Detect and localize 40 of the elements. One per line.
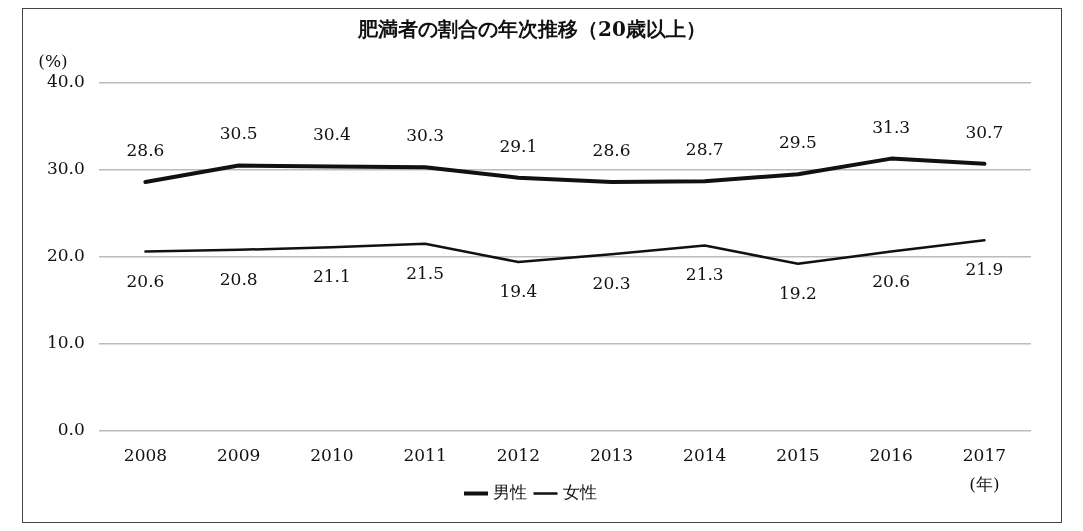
data-label: 28.6 — [592, 139, 631, 160]
data-label: 21.9 — [965, 259, 1004, 280]
data-label: 20.3 — [592, 273, 631, 294]
legend-label: 女性 — [562, 481, 597, 502]
y-tick-label: 40.0 — [46, 71, 85, 92]
x-tick-label: 2012 — [496, 445, 540, 466]
data-label: 19.4 — [499, 280, 538, 301]
data-label: 29.5 — [779, 132, 817, 153]
x-tick-label: 2014 — [683, 445, 727, 466]
data-label: 28.6 — [126, 139, 165, 160]
data-label: 20.8 — [219, 268, 258, 289]
data-label: 21.3 — [685, 264, 724, 285]
x-tick-label: 2009 — [217, 445, 261, 466]
x-tick-label: 2011 — [403, 445, 447, 466]
x-tick-label: 2017 — [962, 445, 1007, 466]
x-tick-label: 2010 — [310, 445, 354, 466]
x-axis-title: (年) — [969, 473, 1000, 494]
x-tick-label: 2008 — [123, 445, 168, 466]
data-label: 28.7 — [685, 139, 724, 160]
data-label: 31.3 — [872, 116, 911, 137]
y-tick-label: 20.0 — [46, 245, 85, 266]
y-tick-label: 10.0 — [46, 332, 85, 353]
data-label: 30.3 — [406, 125, 445, 146]
data-label: 21.5 — [406, 262, 445, 283]
data-label: 30.5 — [219, 123, 258, 144]
y-tick-label: 30.0 — [46, 158, 85, 179]
x-tick-label: 2016 — [869, 445, 913, 466]
y-tick-label: 0.0 — [57, 419, 85, 440]
data-label: 21.1 — [312, 266, 351, 287]
y-axis-title: (%) — [38, 50, 68, 71]
x-tick-label: 2015 — [776, 445, 820, 466]
data-label: 19.2 — [779, 282, 817, 303]
data-label: 20.6 — [126, 270, 165, 291]
x-tick-label: 2013 — [589, 445, 634, 466]
data-label: 29.1 — [499, 135, 538, 156]
data-label: 20.6 — [872, 270, 911, 291]
data-label: 30.7 — [965, 121, 1004, 142]
chart-title: 肥満者の割合の年次推移（20歳以上） — [357, 17, 706, 42]
legend-label: 男性 — [493, 481, 527, 502]
data-label: 30.4 — [312, 124, 351, 145]
